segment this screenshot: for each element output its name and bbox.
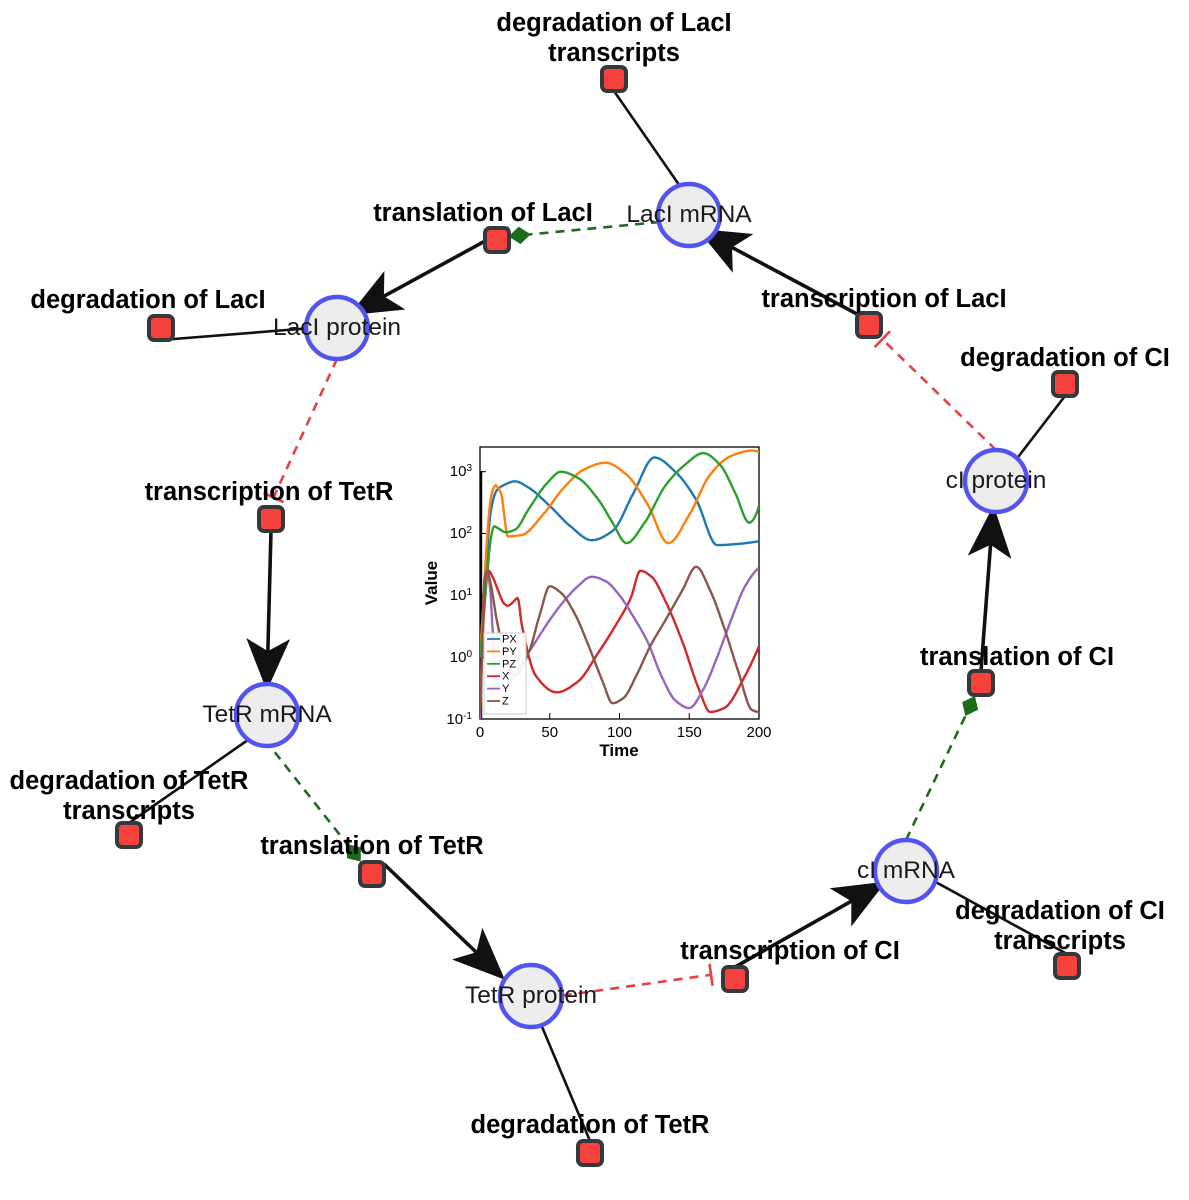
svg-text:101: 101 [450,587,473,605]
svg-text:X: X [502,671,510,683]
svg-text:10-1: 10-1 [446,711,472,729]
svg-text:PY: PY [502,646,517,658]
svg-text:PZ: PZ [502,658,516,670]
svg-text:102: 102 [450,525,473,543]
svg-text:0: 0 [476,724,484,741]
svg-text:50: 50 [541,724,558,741]
svg-text:100: 100 [607,724,632,741]
svg-text:PX: PX [502,634,517,646]
svg-text:Z: Z [502,696,509,708]
svg-text:103: 103 [450,463,473,481]
svg-text:200: 200 [746,724,771,741]
svg-text:150: 150 [677,724,702,741]
svg-text:Time: Time [599,741,638,760]
svg-text:Y: Y [502,683,510,695]
svg-text:Value: Value [422,561,441,605]
svg-text:100: 100 [450,649,473,667]
